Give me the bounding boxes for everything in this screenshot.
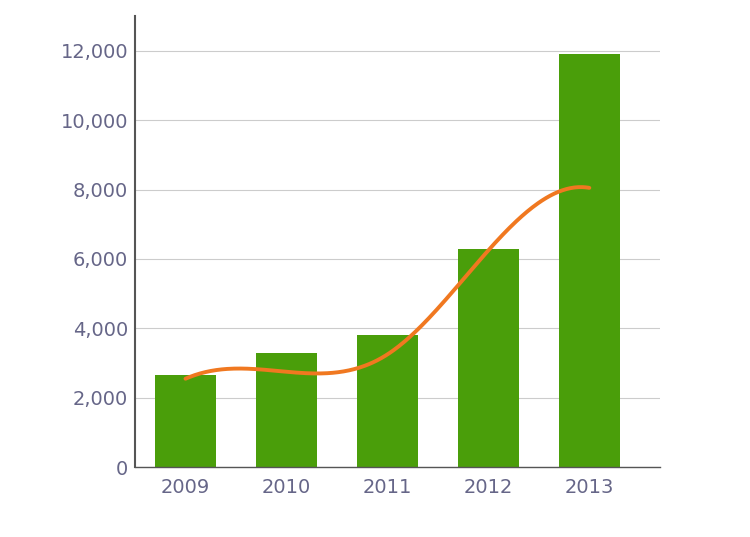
Bar	[357, 335, 418, 467]
Bar	[155, 375, 216, 467]
Bar	[559, 54, 620, 467]
Bar	[256, 353, 316, 467]
Bar	[458, 249, 519, 467]
